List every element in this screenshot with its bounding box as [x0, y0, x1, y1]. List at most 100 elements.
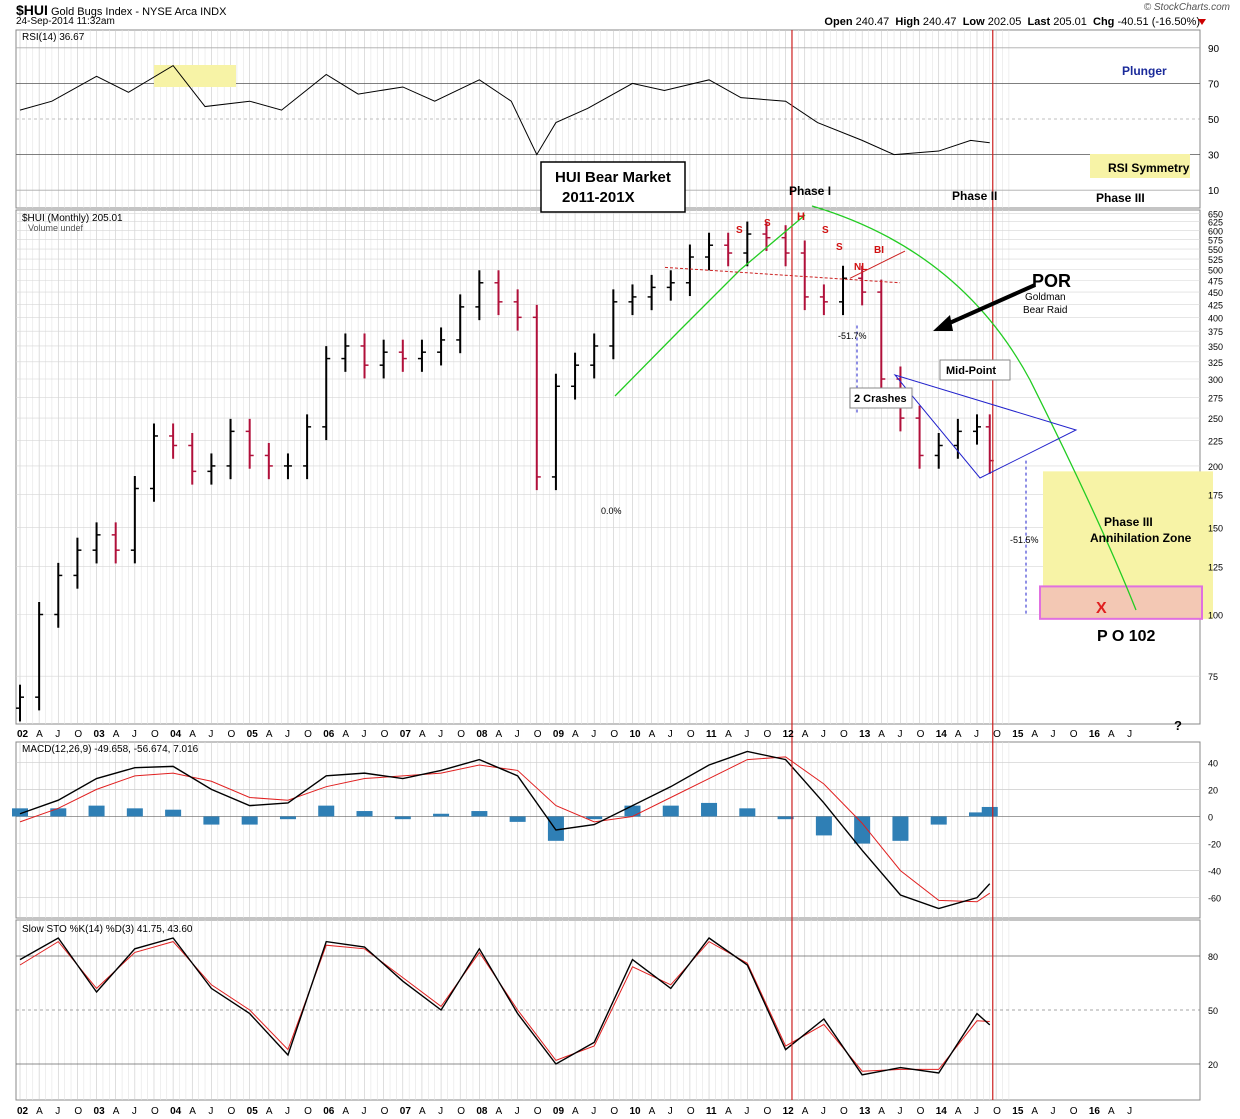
x-tick-price: J [285, 729, 290, 740]
x-tick-sto: A [878, 1106, 885, 1117]
price-y-tick: 200 [1208, 462, 1223, 472]
x-tick-sto: J [974, 1106, 979, 1117]
x-tick-price: O [304, 729, 312, 740]
x-tick-sto: O [917, 1106, 925, 1117]
neckline [664, 266, 901, 284]
macd-histogram-bar [471, 811, 488, 817]
x-tick-sto: A [1108, 1106, 1115, 1117]
x-tick-price: 16 [1089, 729, 1101, 740]
macd-histogram-bar [930, 816, 947, 825]
neckline-label: NL [854, 262, 867, 273]
x-tick-sto: J [1127, 1106, 1132, 1117]
x-tick-price: 06 [323, 729, 335, 740]
po-label: P O 102 [1097, 628, 1156, 645]
label-layer: 02 02 A A J J O O 03 03 A A J J O O 04 04 A A J J O O 05 05 A A J J O O… [17, 32, 1223, 1117]
phase3-label: Phase III [1096, 191, 1145, 205]
macd-histogram-bar [624, 805, 641, 817]
x-tick-price: J [821, 729, 826, 740]
x-tick-price: J [438, 729, 443, 740]
x-tick-sto: A [802, 1106, 809, 1117]
x-tick-sto: J [897, 1106, 902, 1117]
x-tick-sto: A [113, 1106, 120, 1117]
macd-y-tick: 20 [1208, 785, 1218, 795]
x-tick-price: 11 [706, 729, 717, 740]
price-y-tick: 275 [1208, 394, 1223, 404]
macd-histogram-bar [356, 811, 373, 817]
x-tick-price: O [917, 729, 925, 740]
price-y-tick: 300 [1208, 375, 1223, 385]
x-tick-price: J [55, 729, 60, 740]
price-sublegend: Volume undef [28, 223, 84, 233]
x-tick-sto: 08 [476, 1106, 488, 1117]
price-y-tick: 650 [1208, 209, 1223, 219]
price-y-tick: 350 [1208, 342, 1223, 352]
x-tick-sto: 16 [1089, 1106, 1101, 1117]
macd-histogram-bar [739, 808, 756, 817]
macd-histogram-bar [777, 816, 794, 820]
x-tick-price: A [572, 729, 579, 740]
x-tick-price: A [725, 729, 732, 740]
macd-histogram-bar [662, 805, 679, 817]
price-y-tick: 600 [1208, 226, 1223, 236]
macd-histogram-bar [969, 812, 985, 817]
index-name: Gold Bugs Index - NYSE Arca INDX [50, 6, 227, 18]
pct-a-label: -51.7% [838, 331, 867, 341]
sto-legend: Slow STO %K(14) %D(3) 41.75, 43.60 [22, 924, 193, 935]
x-tick-sto: 09 [553, 1106, 565, 1117]
x-tick-price: 05 [247, 729, 259, 740]
x-tick-price: A [955, 729, 962, 740]
bear-raid-label: Bear Raid [1023, 305, 1067, 316]
x-tick-sto: J [668, 1106, 673, 1117]
phase1-label: Phase I [789, 184, 831, 198]
price-y-tick: 625 [1208, 218, 1223, 228]
annotation-layer: HUI Bear Market 2011-201X Plunger RSI Symme… [540, 30, 1192, 1100]
price-legend: $HUI (Monthly) 205.01 [22, 213, 123, 224]
macd-y-tick: 0 [1208, 812, 1213, 822]
x-tick-price: O [687, 729, 695, 740]
parabolic-arc [811, 205, 1137, 611]
x-tick-sto: A [1031, 1106, 1038, 1117]
high-label: High [895, 16, 920, 28]
x-tick-price: O [840, 729, 848, 740]
x-tick-sto: A [342, 1106, 349, 1117]
price-y-tick: 575 [1208, 236, 1223, 246]
x-tick-sto: A [419, 1106, 426, 1117]
x-tick-sto: 04 [170, 1106, 182, 1117]
dropdown-caret-icon[interactable] [1198, 19, 1206, 25]
panel-frame-macd [15, 741, 1201, 919]
x-tick-price: O [610, 729, 618, 740]
x-tick-price: A [1031, 729, 1038, 740]
price-y-tick: 325 [1208, 358, 1223, 368]
x-tick-price: A [36, 729, 43, 740]
panel-frame-sto [15, 919, 1201, 1101]
x-tick-price: O [74, 729, 82, 740]
rsi-y-tick: 90 [1208, 44, 1220, 55]
sto-y-tick: 50 [1208, 1006, 1218, 1016]
x-tick-sto: J [285, 1106, 290, 1117]
low-label: Low [962, 16, 985, 28]
x-tick-sto: O [534, 1106, 542, 1117]
chart-title: $HUI Gold Bugs Index - NYSE Arca INDX [16, 2, 226, 18]
open-label: Open [824, 16, 853, 28]
x-tick-price: J [744, 729, 749, 740]
panel-frame-price [15, 209, 1201, 725]
x-tick-price: J [515, 729, 520, 740]
x-tick-sto: A [496, 1106, 503, 1117]
x-tick-price: A [189, 729, 196, 740]
x-tick-sto: O [840, 1106, 848, 1117]
question-mark: ? [1174, 718, 1182, 733]
pct-b-label: -51.5% [1010, 535, 1039, 545]
macd-histogram-bar [126, 808, 143, 817]
low-value: 202.05 [987, 16, 1022, 28]
price-y-tick: 375 [1208, 327, 1223, 337]
macd-histogram-bar [165, 809, 182, 817]
zone-title-label: Phase III [1104, 515, 1153, 529]
rsi-y-tick: 70 [1208, 79, 1220, 90]
phase2-label: Phase II [952, 189, 997, 203]
x-tick-sto: O [151, 1106, 159, 1117]
x-tick-sto: O [228, 1106, 236, 1117]
title-box-line1: HUI Bear Market [555, 169, 671, 186]
x-tick-sto: O [610, 1106, 618, 1117]
price-y-tick: 425 [1208, 300, 1223, 310]
x-tick-price: J [362, 729, 367, 740]
